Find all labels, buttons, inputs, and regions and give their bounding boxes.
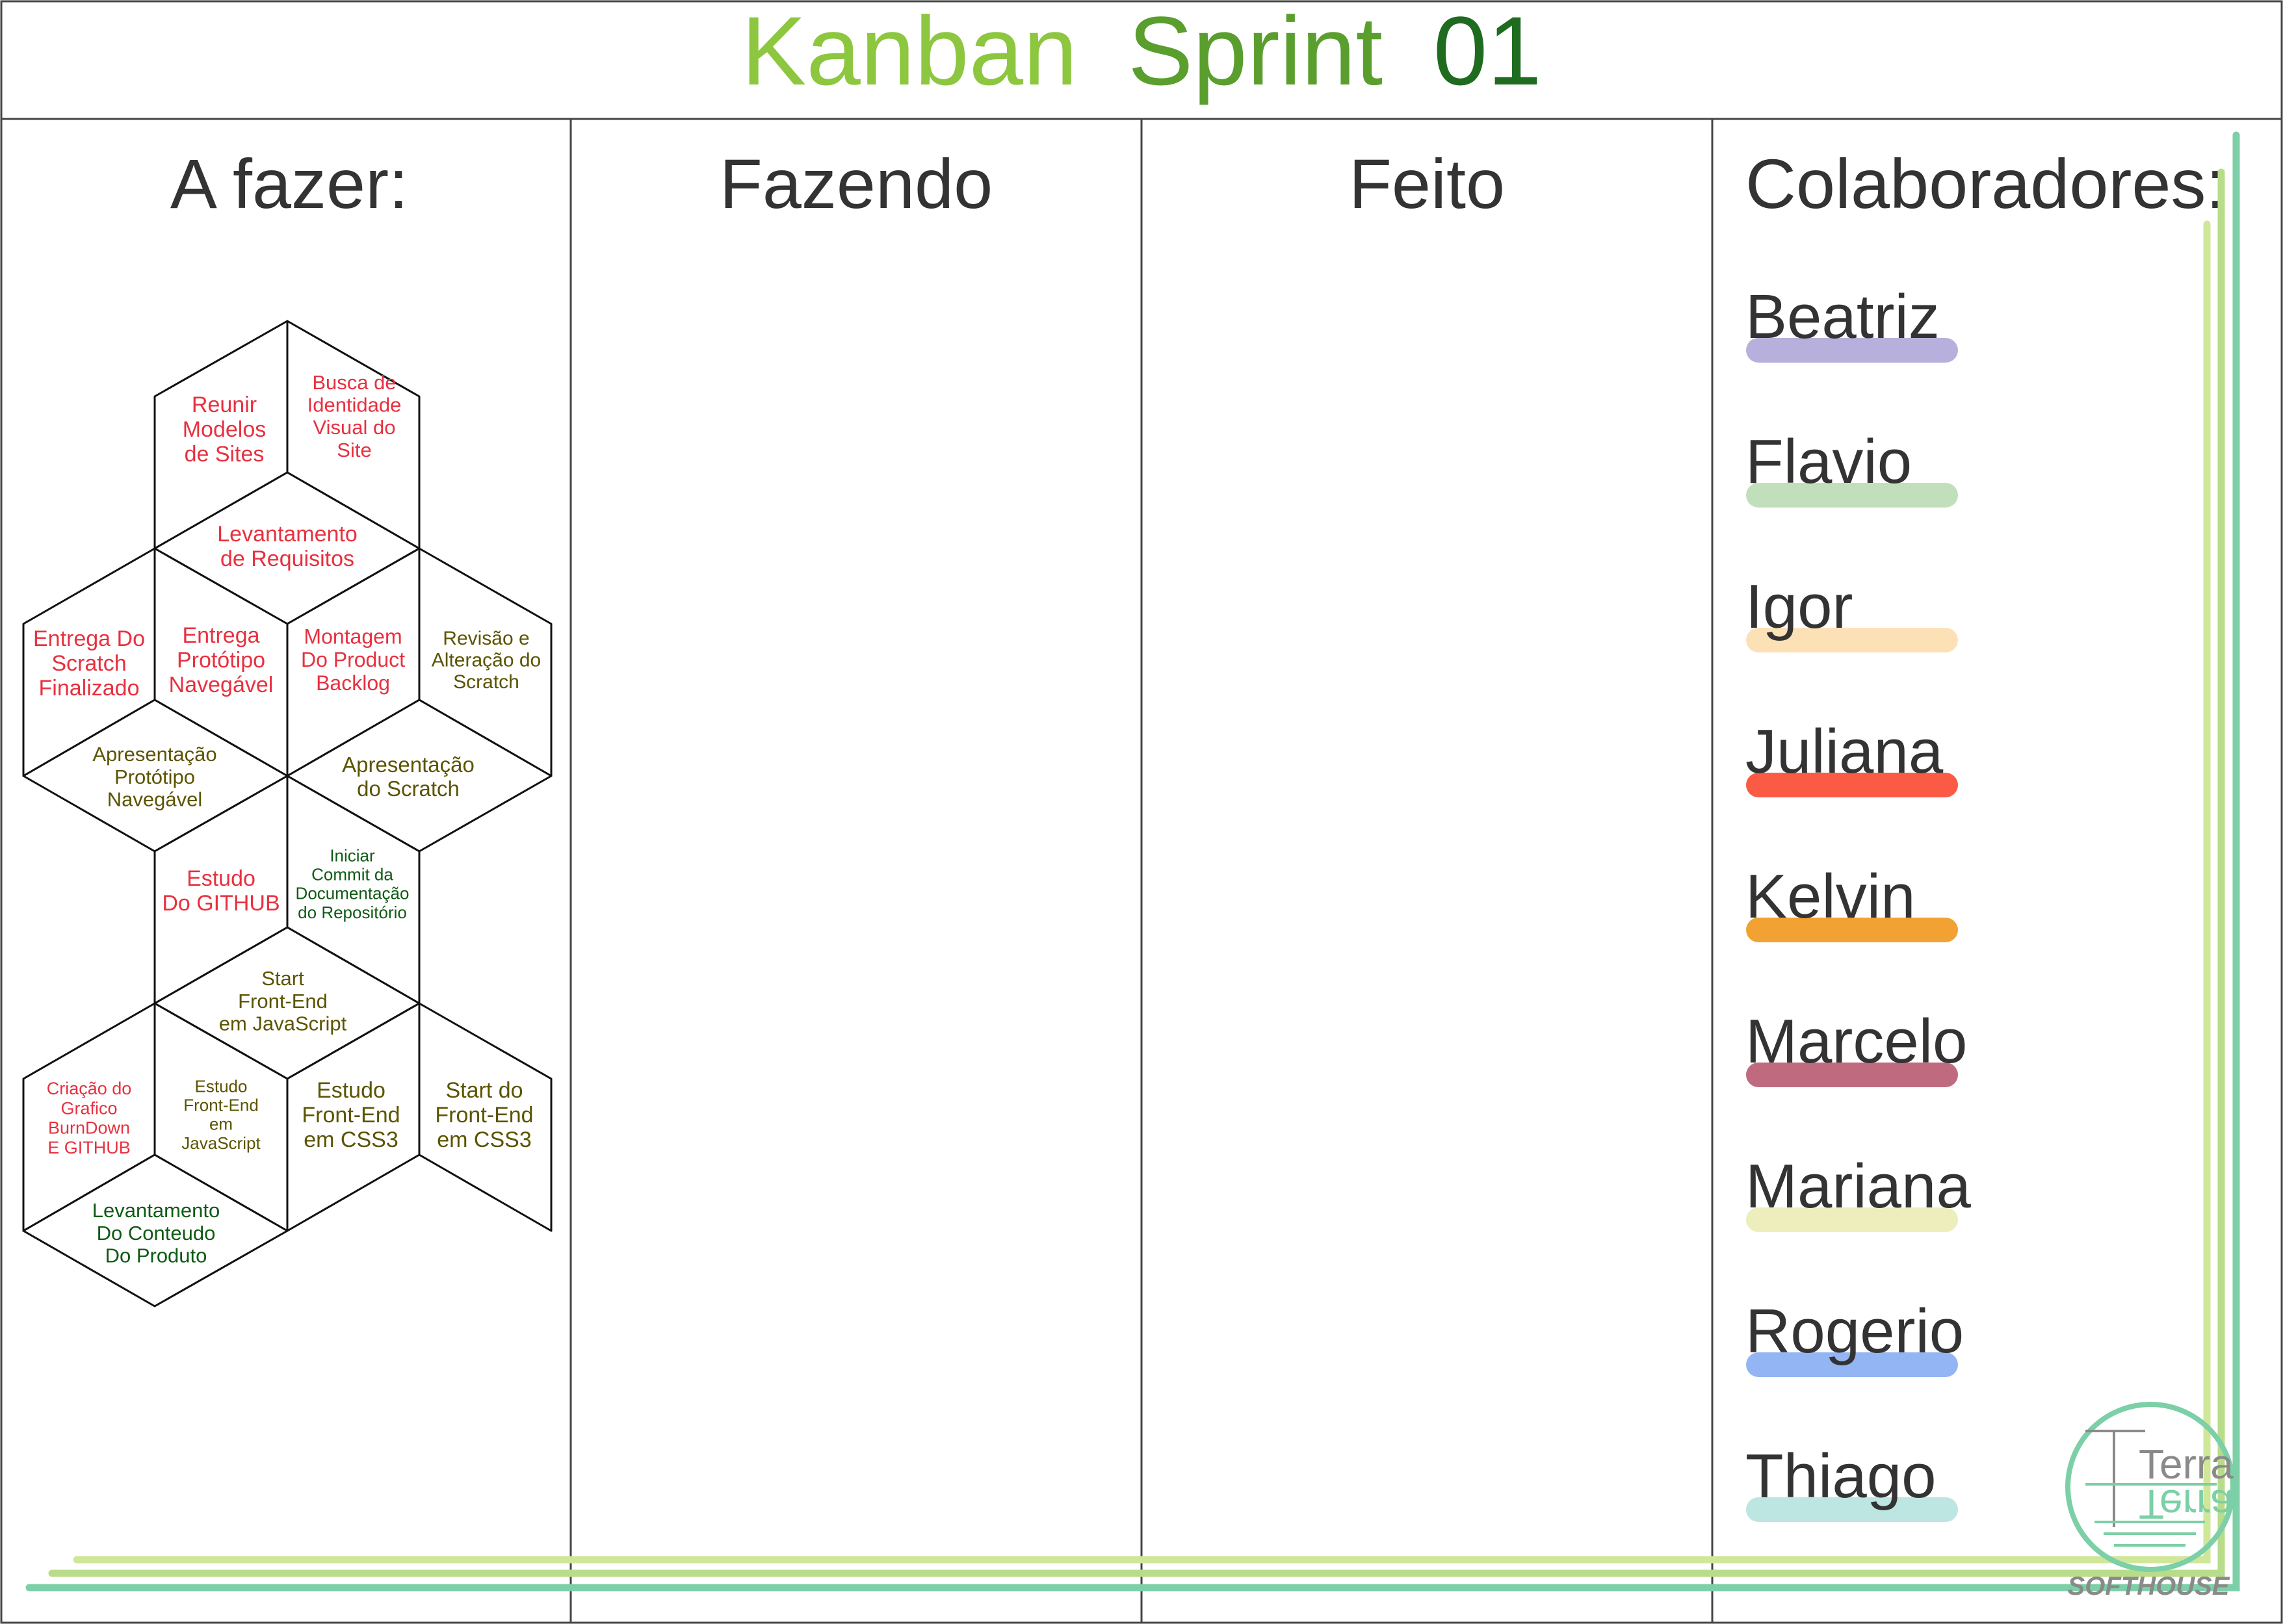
task-card-label-line: Revisão e	[443, 628, 529, 649]
task-card-label-line: Apresentação	[92, 743, 216, 766]
collaborator-name: Rogerio	[1745, 1296, 1964, 1366]
column-header-a-fazer: A fazer:	[170, 144, 408, 223]
task-card-label-line: Do Produto	[105, 1244, 207, 1267]
logo-tagline: SOFTHOUSE	[2068, 1572, 2230, 1601]
task-card-label-line: Site	[337, 439, 371, 461]
task-card-label-line: Estudo	[187, 866, 255, 891]
logo-brand-reflection: Terra	[2139, 1481, 2234, 1528]
collaborator-name: Beatriz	[1745, 282, 1940, 352]
board-title: Kanban Sprint 01	[741, 0, 1541, 105]
task-card-label-line: Criação do	[47, 1079, 132, 1098]
task-card-label-line: Protótipo	[177, 648, 265, 673]
task-card-label-line: Start	[261, 967, 304, 990]
column-header-fazendo: Fazendo	[720, 144, 993, 223]
task-card-label: Apresentação do Scratch	[342, 753, 475, 801]
collaborator-rogerio: Rogerio	[1745, 1296, 1964, 1377]
task-card-label-line: Front-End	[302, 1103, 400, 1128]
task-card-label-line: Documentação	[296, 884, 410, 903]
collaborator-marcelo: Marcelo	[1745, 1007, 1967, 1087]
task-card-label-line: em CSS3	[437, 1128, 532, 1152]
task-card-label-line: Levantamento	[92, 1199, 220, 1222]
task-card-label-line: Entrega	[182, 623, 259, 648]
task-card-label-line: Front-End	[435, 1103, 533, 1128]
task-card-label-line: Grafico	[60, 1098, 117, 1118]
task-card-label-line: Iniciar	[330, 845, 375, 865]
task-card-label-line: Start do	[445, 1078, 523, 1103]
collaborator-list: Beatriz Flavio Igor Juliana Kelvin Marcelo Mar…	[1745, 282, 1971, 1522]
task-card-label-line: Finalizado	[39, 676, 140, 701]
task-hexagon-cluster: Reunir Modelos de Sites Busca de Identidade V…	[23, 321, 551, 1306]
task-card-label: Montagem Do Product Backlog	[301, 625, 405, 695]
task-card-label-line: Navegável	[107, 788, 202, 811]
task-card-label-line: Alteração do	[432, 650, 541, 671]
task-card-label-line: Entrega Do	[33, 626, 145, 651]
task-card-label-line: do Scratch	[357, 777, 460, 801]
collaborator-juliana: Juliana	[1745, 717, 1958, 797]
task-card-label: Start do Front-End em CSS3	[435, 1078, 533, 1152]
collaborator-beatriz: Beatriz	[1745, 282, 1958, 363]
collaborator-name: Mariana	[1745, 1152, 1971, 1221]
collaborator-thiago: Thiago	[1745, 1441, 1958, 1522]
task-card-label-line: Reunir	[192, 393, 257, 417]
task-card-label-line: Do Product	[301, 648, 405, 671]
task-card-label-line: BurnDown	[48, 1118, 130, 1138]
task-card-label-line: Front-End	[238, 990, 328, 1012]
task-card[interactable]: Start do Front-End em CSS3	[419, 1003, 551, 1231]
task-card-label-line: Commit da	[311, 865, 393, 884]
task-card-label: Criação do Grafico BurnDown E GITHUB	[47, 1079, 132, 1157]
task-card-label-line: em	[209, 1115, 233, 1134]
task-card-label-line: Do GITHUB	[162, 891, 280, 916]
task-card-label-line: em CSS3	[304, 1128, 398, 1152]
task-card-label-line: Front-End	[183, 1096, 259, 1115]
collaborator-name: Thiago	[1745, 1441, 1937, 1511]
task-card-label-line: Protótipo	[114, 766, 195, 788]
task-card-label-line: Do Conteudo	[97, 1222, 216, 1244]
collaborator-name: Marcelo	[1745, 1007, 1967, 1076]
task-card-label-line: JavaScript	[181, 1133, 261, 1153]
task-card-label-line: Estudo	[317, 1078, 385, 1103]
collaborator-name: Kelvin	[1745, 862, 1915, 931]
task-card-label-line: E GITHUB	[47, 1138, 131, 1157]
task-card-label: Estudo Front-End em CSS3	[302, 1078, 400, 1152]
task-card-label-line: Scratch	[51, 651, 126, 676]
collaborator-kelvin: Kelvin	[1745, 862, 1958, 942]
collaborator-name: Flavio	[1745, 427, 1912, 496]
task-card-label-line: Modelos	[183, 417, 267, 442]
task-card-label-line: Busca de	[312, 371, 396, 394]
collaborator-mariana: Mariana	[1745, 1152, 1971, 1232]
task-card-label-line: Backlog	[316, 671, 390, 695]
title-word: 01	[1433, 0, 1542, 105]
task-card-label: Entrega Protótipo Navegável	[169, 623, 274, 697]
task-card-label-line: em JavaScript	[219, 1012, 347, 1035]
task-card-label-line: Estudo	[195, 1076, 248, 1096]
task-card-label-line: Levantamento	[217, 522, 358, 547]
logo-brand: Terra	[2139, 1441, 2234, 1488]
task-card-label-line: do Repositório	[298, 903, 407, 922]
collaborator-igor: Igor	[1745, 572, 1958, 652]
collaborator-name: Juliana	[1745, 717, 1944, 786]
column-header-colaboradores: Colaboradores:	[1745, 144, 2225, 223]
collaborator-name: Igor	[1745, 572, 1853, 641]
task-card-label-line: Apresentação	[342, 753, 475, 777]
title-word: Kanban	[741, 0, 1077, 105]
task-card-label-line: Navegável	[169, 673, 274, 697]
collaborator-flavio: Flavio	[1745, 427, 1958, 508]
task-card-label: Levantamento de Requisitos	[217, 522, 358, 571]
task-card-label-line: Scratch	[453, 671, 519, 693]
title-word: Sprint	[1128, 0, 1383, 105]
task-card-label: Levantamento Do Conteudo Do Produto	[92, 1199, 220, 1267]
task-card-label-line: de Requisitos	[220, 547, 354, 571]
task-card-label: Reunir Modelos de Sites	[183, 393, 267, 467]
column-header-feito: Feito	[1349, 144, 1505, 223]
task-card-label-line: Montagem	[304, 625, 402, 648]
task-card-label-line: Visual do	[313, 416, 396, 439]
task-card-label-line: Identidade	[307, 393, 402, 416]
task-card-label-line: de Sites	[185, 442, 265, 467]
